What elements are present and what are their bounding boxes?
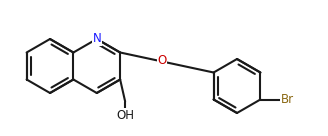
Text: OH: OH — [116, 109, 134, 122]
Text: O: O — [157, 54, 167, 67]
Text: N: N — [92, 33, 101, 46]
Text: Br: Br — [281, 93, 294, 106]
